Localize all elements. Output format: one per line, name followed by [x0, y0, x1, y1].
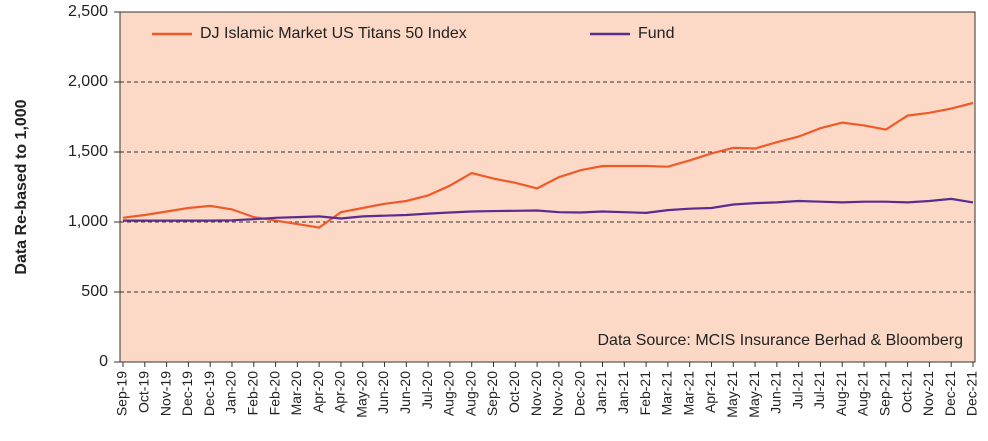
x-tick-label: Oct-21 — [898, 371, 914, 413]
y-axis-label: Data Re-based to 1,000 — [13, 99, 30, 274]
y-tick-label: 1,000 — [68, 213, 108, 230]
x-tick-label: Sep-19 — [114, 371, 130, 416]
annotation: Data Source: MCIS Insurance Berhad & Blo… — [597, 332, 963, 349]
y-tick-label: 1,500 — [68, 143, 108, 160]
x-tick-label: Aug-20 — [462, 371, 478, 416]
x-tick-label: Aug-21 — [833, 371, 849, 416]
x-tick-label: Nov-21 — [920, 371, 936, 416]
x-tick-label: Feb-20 — [266, 371, 282, 416]
x-tick-label: Mar-21 — [659, 371, 675, 416]
x-tick-label: Dec-19 — [179, 371, 195, 416]
x-tick-label: Aug-20 — [441, 371, 457, 416]
x-tick-label: Jan-20 — [223, 371, 239, 414]
x-tick-label: Dec-19 — [201, 371, 217, 416]
x-tick-label: Sep-21 — [877, 371, 893, 416]
x-tick-label: Apr-21 — [702, 371, 718, 413]
x-tick-label: Feb-20 — [244, 371, 260, 416]
x-tick-label: Dec-21 — [964, 371, 980, 416]
y-tick-label: 0 — [99, 353, 108, 370]
x-tick-label: Jun-20 — [397, 371, 413, 414]
x-tick-label: Apr-20 — [310, 371, 326, 413]
x-tick-label: May-20 — [353, 371, 369, 418]
plot-area — [119, 11, 976, 363]
x-tick-label: Jul-21 — [811, 371, 827, 409]
x-tick-label: Jun-21 — [768, 371, 784, 414]
x-tick-label: Nov-19 — [157, 371, 173, 416]
x-tick-label: Nov-20 — [528, 371, 544, 416]
x-tick-label: Dec-20 — [571, 371, 587, 416]
x-tick-label: Jul-21 — [789, 371, 805, 409]
x-tick-label: Nov-20 — [550, 371, 566, 416]
x-tick-label: Jul-20 — [419, 371, 435, 409]
x-tick-label: Oct-19 — [135, 371, 151, 413]
legend-label: Fund — [638, 25, 674, 42]
x-tick-label: May-21 — [746, 371, 762, 418]
x-tick-label: Apr-20 — [332, 371, 348, 413]
x-tick-label: Sep-20 — [484, 371, 500, 416]
line-series — [123, 197, 974, 222]
x-tick-label: Jun-20 — [375, 371, 391, 414]
x-tick-label: May-21 — [724, 371, 740, 418]
y-tick-label: 2,500 — [68, 3, 108, 20]
y-tick-label: 500 — [81, 283, 108, 300]
legend-label: DJ Islamic Market US Titans 50 Index — [200, 25, 467, 42]
x-tick-label: Aug-21 — [855, 371, 871, 416]
x-tick-label: Mar-20 — [288, 371, 304, 416]
x-tick-label: Oct-20 — [506, 371, 522, 413]
y-tick-label: 2,000 — [68, 73, 108, 90]
x-tick-label: Jan-21 — [593, 371, 609, 414]
x-tick-label: Dec-21 — [942, 371, 958, 416]
x-tick-label: Jan-21 — [615, 371, 631, 414]
x-tick-label: Feb-21 — [637, 371, 653, 416]
x-tick-label: Mar-21 — [680, 371, 696, 416]
